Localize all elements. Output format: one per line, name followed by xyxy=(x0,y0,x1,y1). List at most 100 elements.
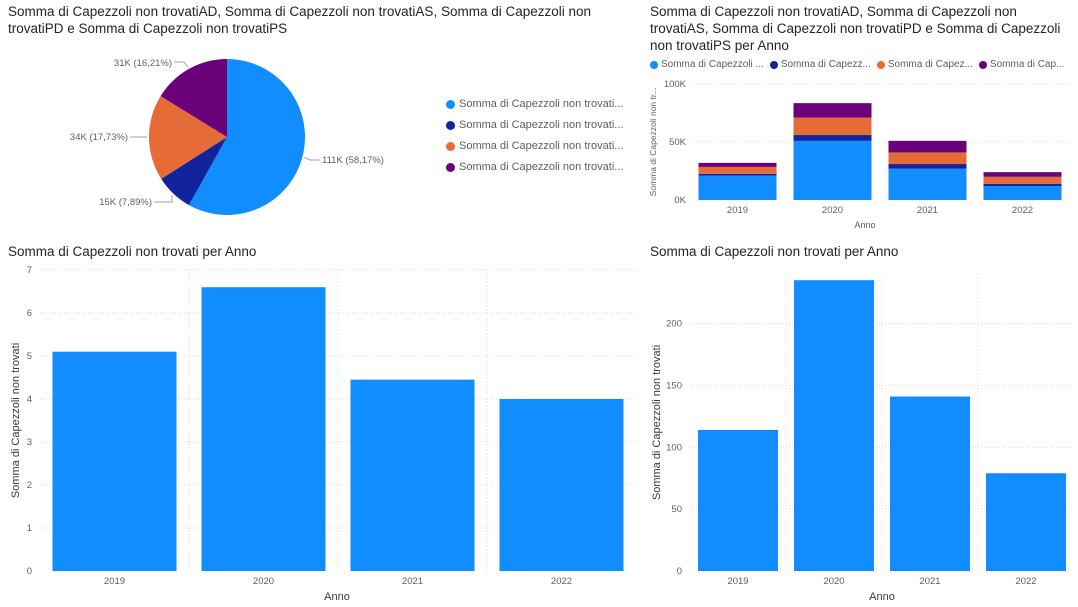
bar[interactable] xyxy=(698,429,778,571)
stacked-bar-segment[interactable] xyxy=(698,173,777,176)
legend-label: Somma di Capezzoli non trovati... xyxy=(459,161,624,173)
legend-dot-icon xyxy=(769,60,778,69)
pie-legend-item[interactable]: Somma di Capezzoli non trovati... xyxy=(446,161,623,173)
y-tick-label: 2 xyxy=(27,480,32,491)
legend-label: Somma di Cap... xyxy=(989,59,1065,70)
x-tick-label: 2019 xyxy=(104,576,125,587)
y-tick-label: 3 xyxy=(27,437,32,448)
x-tick-label: 2019 xyxy=(727,576,748,587)
pie-data-label: 34K (17,73%) xyxy=(70,132,128,143)
y-tick-label: 0 xyxy=(677,566,682,577)
bar-left-title: Somma di Capezzoli non trovati per Anno xyxy=(8,244,257,259)
bar[interactable] xyxy=(986,473,1066,571)
pie-leader-line xyxy=(304,156,320,161)
legend-label: Somma di Capezzoli non trovati... xyxy=(459,119,624,131)
y-tick-label: 0 xyxy=(27,566,32,577)
y-axis-label: Somma di Capezzoli non tr... xyxy=(648,88,658,197)
x-tick-label: 2022 xyxy=(1012,205,1033,216)
legend-dot-icon xyxy=(446,120,455,130)
y-tick-label: 6 xyxy=(27,308,32,319)
pie-data-label: 31K (16,21%) xyxy=(114,58,172,69)
pie-data-label: 15K (7,89%) xyxy=(99,197,152,208)
y-axis-label: Somma di Capezzoli non trovati xyxy=(651,345,663,500)
bar[interactable] xyxy=(350,379,475,571)
bar[interactable] xyxy=(52,351,177,571)
legend-dot-icon xyxy=(446,162,455,172)
pie-chart-title: Somma di Capezzoli non trovatiAD, Somma … xyxy=(8,4,592,36)
pie-leader-line xyxy=(154,195,173,203)
pie-slice[interactable] xyxy=(160,59,227,137)
stacked-bar-segment[interactable] xyxy=(983,183,1062,187)
legend-label: Somma di Capez... xyxy=(887,59,973,70)
y-tick-label: 150 xyxy=(666,380,682,391)
stacked-legend: Somma di Capezzoli ... Somma di Capezz...… xyxy=(650,59,1070,70)
x-tick-label: 2021 xyxy=(402,576,423,587)
legend-dot-icon xyxy=(876,60,885,69)
pie-legend-item[interactable]: Somma di Capezzoli non trovati... xyxy=(446,140,623,152)
x-tick-label: 2022 xyxy=(1015,576,1036,587)
x-axis-label: Anno xyxy=(854,220,875,230)
bar[interactable] xyxy=(794,280,874,571)
stacked-bar-segment[interactable] xyxy=(793,135,872,141)
pie-slice[interactable] xyxy=(188,59,305,215)
y-tick-label: 100 xyxy=(666,442,682,453)
stacked-bar-segment[interactable] xyxy=(888,140,967,153)
stacked-column-chart[interactable]: 0K 50K 100K 2019 2020 2021 2022 Anno Somma di Ca… xyxy=(646,74,1074,234)
stacked-bar-segment[interactable] xyxy=(698,162,777,167)
x-tick-label: 2020 xyxy=(822,205,843,216)
y-tick-label: 0K xyxy=(674,195,686,206)
stacked-chart-title: Somma di Capezzoli non trovatiAD, Somma … xyxy=(650,4,1061,53)
x-tick-label: 2022 xyxy=(551,576,572,587)
stacked-legend-item[interactable]: Somma di Cap... xyxy=(978,59,1065,70)
pie-data-label: 111K (58,17%) xyxy=(322,155,384,166)
bar[interactable] xyxy=(201,287,326,571)
bar[interactable] xyxy=(499,399,624,571)
bar-left-chart[interactable]: 0 1 2 3 4 5 6 7 2019 2020 2021 2022 Anno Somma di Cap… xyxy=(0,262,640,607)
stacked-legend-item[interactable]: Somma di Capezzoli ... xyxy=(650,59,764,70)
legend-label: Somma di Capezz... xyxy=(780,59,871,70)
stacked-bar-segment[interactable] xyxy=(793,103,872,118)
pie-slice[interactable] xyxy=(161,137,227,206)
stacked-bar-segment[interactable] xyxy=(793,117,872,136)
pie-chart[interactable]: 111K (58,17%) 15K (7,89%) 34K (17,73%) 31K … xyxy=(0,40,440,230)
stacked-bar-segment[interactable] xyxy=(888,164,967,169)
x-tick-label: 2021 xyxy=(917,205,938,216)
y-tick-label: 50 xyxy=(671,504,682,515)
legend-dot-icon xyxy=(446,141,455,151)
y-tick-label: 50K xyxy=(669,137,687,148)
legend-label: Somma di Capezzoli non trovati... xyxy=(459,140,624,152)
bar[interactable] xyxy=(890,396,970,571)
legend-label: Somma di Capezzoli non trovati... xyxy=(459,98,624,110)
legend-dot-icon xyxy=(650,60,658,69)
stacked-legend-item[interactable]: Somma di Capez... xyxy=(876,59,973,70)
pie-legend-item[interactable]: Somma di Capezzoli non trovati... xyxy=(446,98,623,110)
legend-dot-icon xyxy=(978,60,987,69)
legend-dot-icon xyxy=(446,99,455,109)
stacked-bar-segment[interactable] xyxy=(698,175,777,200)
y-tick-label: 1 xyxy=(27,523,32,534)
pie-slice[interactable] xyxy=(148,96,227,179)
bar-right-title: Somma di Capezzoli non trovati per Anno xyxy=(650,244,899,259)
stacked-legend-item[interactable]: Somma di Capezz... xyxy=(769,59,871,70)
stacked-bar-segment[interactable] xyxy=(888,152,967,165)
stacked-bar-segment[interactable] xyxy=(793,140,872,200)
bar-right-chart[interactable]: 0 50 100 150 200 2019 2020 2021 2022 Anno Somma di… xyxy=(646,262,1078,607)
pie-leader-line xyxy=(174,61,189,68)
x-tick-label: 2021 xyxy=(919,576,940,587)
x-axis-label: Anno xyxy=(869,591,895,603)
x-axis-label: Anno xyxy=(324,591,350,603)
y-axis-label: Somma di Capezzoli non trovati xyxy=(10,343,22,498)
y-tick-label: 5 xyxy=(27,351,32,362)
stacked-bar-segment[interactable] xyxy=(983,172,1062,177)
stacked-bar-segment[interactable] xyxy=(983,176,1062,184)
x-tick-label: 2020 xyxy=(253,576,274,587)
legend-label: Somma di Capezzoli ... xyxy=(661,59,764,70)
x-tick-label: 2019 xyxy=(727,205,748,216)
pie-leader-line xyxy=(130,136,148,139)
stacked-bar-segment[interactable] xyxy=(698,166,777,174)
y-tick-label: 7 xyxy=(27,265,32,276)
x-tick-label: 2020 xyxy=(823,576,844,587)
stacked-bar-segment[interactable] xyxy=(983,186,1062,200)
stacked-bar-segment[interactable] xyxy=(888,168,967,200)
pie-legend-item[interactable]: Somma di Capezzoli non trovati... xyxy=(446,119,623,131)
